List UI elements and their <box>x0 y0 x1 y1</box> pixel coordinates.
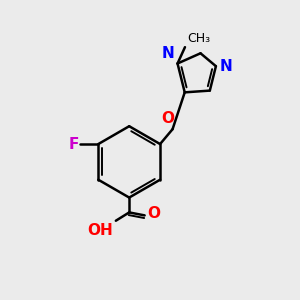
Text: N: N <box>161 46 174 61</box>
Text: N: N <box>220 59 232 74</box>
Text: OH: OH <box>88 223 113 238</box>
Text: CH₃: CH₃ <box>187 32 211 45</box>
Text: O: O <box>147 206 160 221</box>
Text: O: O <box>162 111 175 126</box>
Text: F: F <box>69 136 79 152</box>
